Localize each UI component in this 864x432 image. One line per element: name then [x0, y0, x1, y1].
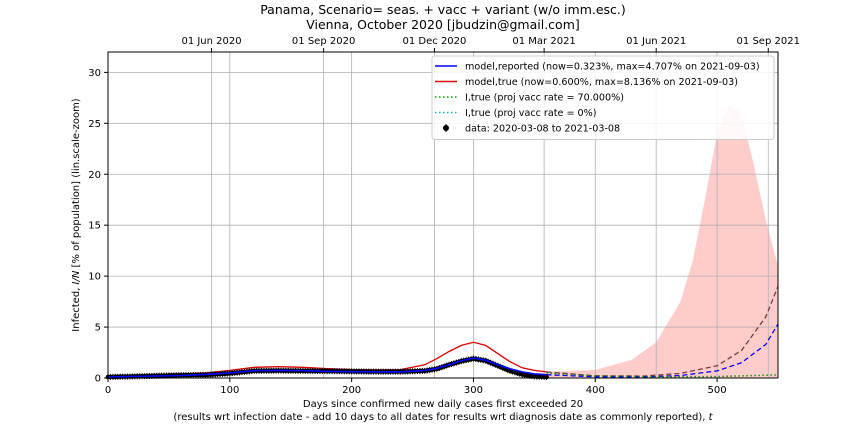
uncertainty-band-layer — [546, 105, 778, 378]
legend: model,reported (now=0.323%, max=4.707% o… — [431, 55, 775, 140]
projection-range-band — [546, 105, 778, 378]
top-date-tick-label: 01 Dec 2020 — [403, 36, 467, 47]
series-layer — [105, 286, 779, 380]
top-date-tick-label: 01 Mar 2021 — [512, 36, 575, 47]
x-tick-label: 100 — [220, 385, 239, 396]
top-date-tick-label: 01 Sep 2020 — [292, 36, 355, 47]
legend-marker — [443, 125, 449, 131]
x-tick-label: 200 — [342, 385, 361, 396]
top-date-tick-label: 01 Jun 2021 — [626, 36, 686, 47]
x-axis-label: Days since confirmed new daily cases fir… — [303, 399, 583, 410]
y-axis-label-suffix: [% of population] (lin.scale-zoom) — [71, 98, 82, 270]
y-tick-label: 20 — [88, 170, 101, 181]
x-axis-note-var: t — [709, 412, 714, 423]
y-tick-label: 5 — [95, 323, 101, 334]
y-tick-label: 25 — [88, 119, 101, 130]
x-axis-note: (results wrt infection date - add 10 day… — [173, 412, 713, 423]
y-axis-label-var: I/N — [71, 270, 82, 284]
y-axis-label-prefix: Infected, — [71, 284, 82, 331]
x-tick-label: 300 — [464, 385, 483, 396]
y-tick-label: 15 — [88, 221, 101, 232]
series-model-reported — [107, 357, 547, 378]
legend-label: I,true (proj vacc rate = 70.000%) — [465, 93, 624, 104]
legend-label: model,reported (now=0.323%, max=4.707% o… — [465, 62, 760, 73]
x-tick-label: 500 — [708, 385, 727, 396]
y-tick-label: 0 — [95, 374, 101, 385]
chart-subtitle: Vienna, October 2020 [jbudzin@gmail.com] — [306, 17, 580, 32]
legend-label: model,true (now=0.600%, max=8.136% on 20… — [465, 77, 738, 88]
chart-title: Panama, Scenario= seas. + vacc + variant… — [260, 2, 626, 17]
y-tick-label: 10 — [88, 272, 101, 283]
y-axis-label: Infected, I/N [% of population] (lin.sca… — [71, 98, 82, 332]
legend-box — [431, 55, 775, 140]
top-date-tick-label: 01 Sep 2021 — [737, 36, 800, 47]
plot-frame — [107, 51, 779, 379]
x-axis-note-text: (results wrt infection date - add 10 day… — [173, 412, 708, 423]
top-date-tick-label: 01 Jun 2020 — [181, 36, 241, 47]
x-tick-label: 400 — [586, 385, 605, 396]
series-proj-vacc-70 — [546, 372, 779, 378]
legend-label: I,true (proj vacc rate = 0%) — [465, 108, 597, 119]
legend-label: data: 2020-03-08 to 2021-03-08 — [465, 124, 620, 135]
x-tick-label: 0 — [105, 385, 111, 396]
tick-layer: 0 100 200 300 400 500 0 5 10 15 20 25 30 01 Jun 2020 0… — [88, 36, 800, 396]
y-tick-label: 30 — [88, 68, 101, 79]
